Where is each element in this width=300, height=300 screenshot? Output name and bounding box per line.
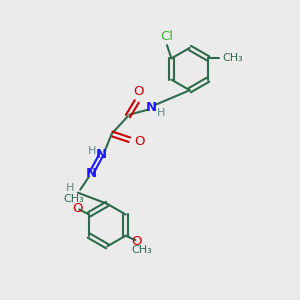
Text: N: N: [96, 148, 107, 161]
Text: O: O: [132, 235, 142, 248]
Text: O: O: [133, 85, 143, 98]
Text: N: N: [85, 167, 97, 180]
Text: O: O: [134, 135, 144, 148]
Text: CH₃: CH₃: [222, 53, 243, 63]
Text: O: O: [73, 202, 83, 214]
Text: CH₃: CH₃: [131, 245, 152, 255]
Text: N: N: [146, 101, 157, 114]
Text: CH₃: CH₃: [63, 194, 84, 204]
Text: H: H: [88, 146, 96, 156]
Text: H: H: [66, 183, 75, 193]
Text: Cl: Cl: [160, 30, 173, 43]
Text: H: H: [157, 108, 165, 118]
